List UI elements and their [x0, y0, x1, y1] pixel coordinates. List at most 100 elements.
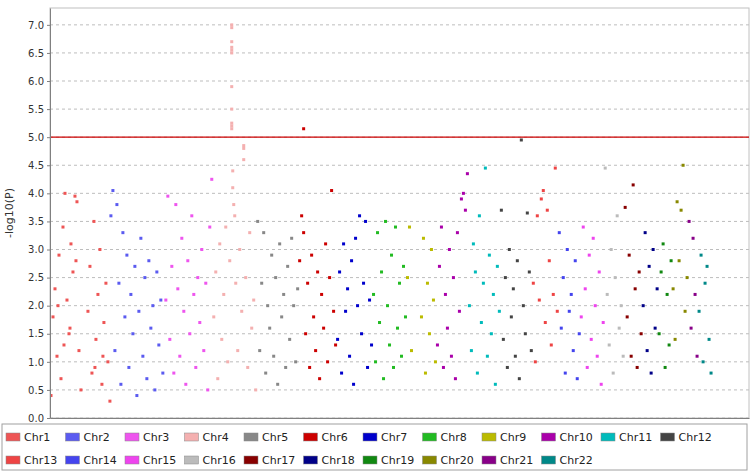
- point: [598, 270, 601, 273]
- point: [115, 203, 118, 206]
- legend-swatch: [125, 433, 139, 441]
- point: [326, 360, 329, 363]
- point: [226, 360, 229, 363]
- point: [254, 388, 257, 391]
- series: [256, 220, 299, 386]
- point: [230, 124, 233, 127]
- series: [298, 127, 337, 380]
- legend-swatch: [423, 433, 437, 441]
- point: [340, 372, 343, 375]
- point: [600, 383, 603, 386]
- point: [108, 400, 111, 403]
- legend-item: Chr22: [542, 454, 593, 467]
- grid: [50, 25, 749, 418]
- point: [698, 310, 701, 313]
- legend-label: Chr2: [84, 431, 110, 444]
- series: [672, 164, 689, 341]
- grid-line: [50, 109, 749, 110]
- legend-label: Chr13: [24, 454, 57, 467]
- point: [282, 293, 285, 296]
- point: [630, 355, 633, 358]
- legend-item: Chr18: [304, 454, 355, 467]
- point: [230, 51, 233, 54]
- y-tick: 1.5: [28, 328, 50, 339]
- point: [216, 377, 219, 380]
- grid-line: [50, 389, 749, 390]
- y-tick: 4.5: [28, 160, 50, 171]
- point: [184, 383, 187, 386]
- legend-item: Chr5: [244, 431, 288, 444]
- point: [109, 214, 112, 217]
- series: [642, 231, 659, 374]
- y-tick: 1.0: [28, 357, 50, 368]
- point: [270, 254, 273, 257]
- point: [536, 214, 539, 217]
- legend-swatch: [66, 456, 80, 464]
- point: [147, 259, 150, 262]
- point: [204, 282, 207, 285]
- y-tick-mark: [47, 193, 50, 194]
- point: [708, 338, 711, 341]
- point: [69, 242, 72, 245]
- y-tick: 3.5: [28, 216, 50, 227]
- point: [312, 315, 315, 318]
- point: [230, 23, 233, 26]
- y-tick-mark: [47, 418, 50, 419]
- legend-item: Chr11: [601, 431, 652, 444]
- point: [180, 237, 183, 240]
- point: [214, 270, 217, 273]
- point: [606, 293, 609, 296]
- point: [676, 200, 679, 203]
- point: [113, 349, 116, 352]
- series: [164, 178, 213, 392]
- y-tick: 5.0: [28, 132, 50, 143]
- point: [464, 209, 467, 212]
- point: [296, 287, 299, 290]
- point: [700, 254, 703, 257]
- y-tick-label: 5.5: [28, 104, 44, 115]
- legend-label: Chr10: [560, 431, 593, 444]
- point: [652, 248, 655, 251]
- y-tick-mark: [47, 221, 50, 222]
- point: [382, 377, 385, 380]
- point: [514, 355, 517, 358]
- point: [434, 360, 437, 363]
- series: [50, 192, 111, 403]
- y-tick-label: 0.0: [28, 413, 44, 424]
- legend-item: Chr12: [661, 431, 712, 444]
- point: [706, 265, 709, 268]
- point: [472, 242, 475, 245]
- legend-label: Chr9: [500, 431, 526, 444]
- point: [106, 360, 109, 363]
- point: [208, 226, 211, 229]
- grid-line: [50, 137, 749, 138]
- point: [428, 332, 431, 335]
- point: [550, 343, 553, 346]
- legend-label: Chr11: [619, 431, 652, 444]
- legend-label: Chr3: [143, 431, 169, 444]
- y-axis-line: [50, 9, 51, 419]
- series: [558, 231, 581, 380]
- point: [260, 282, 263, 285]
- point: [75, 200, 78, 203]
- point: [344, 310, 347, 313]
- y-axis: 0.00.51.01.52.02.53.03.54.04.55.05.56.06…: [28, 9, 50, 424]
- point: [658, 332, 661, 335]
- point: [308, 366, 311, 369]
- point: [294, 360, 297, 363]
- legend-item: Chr17: [244, 454, 295, 467]
- point: [306, 282, 309, 285]
- point: [682, 164, 685, 167]
- point: [238, 248, 241, 251]
- point: [262, 231, 265, 234]
- point: [123, 315, 126, 318]
- point: [234, 282, 237, 285]
- grid-line: [50, 249, 749, 250]
- legend-item: Chr13: [6, 454, 57, 467]
- point: [62, 343, 65, 346]
- point: [230, 108, 233, 111]
- point: [159, 299, 162, 302]
- point: [188, 332, 191, 335]
- point: [230, 127, 233, 130]
- point: [73, 195, 76, 198]
